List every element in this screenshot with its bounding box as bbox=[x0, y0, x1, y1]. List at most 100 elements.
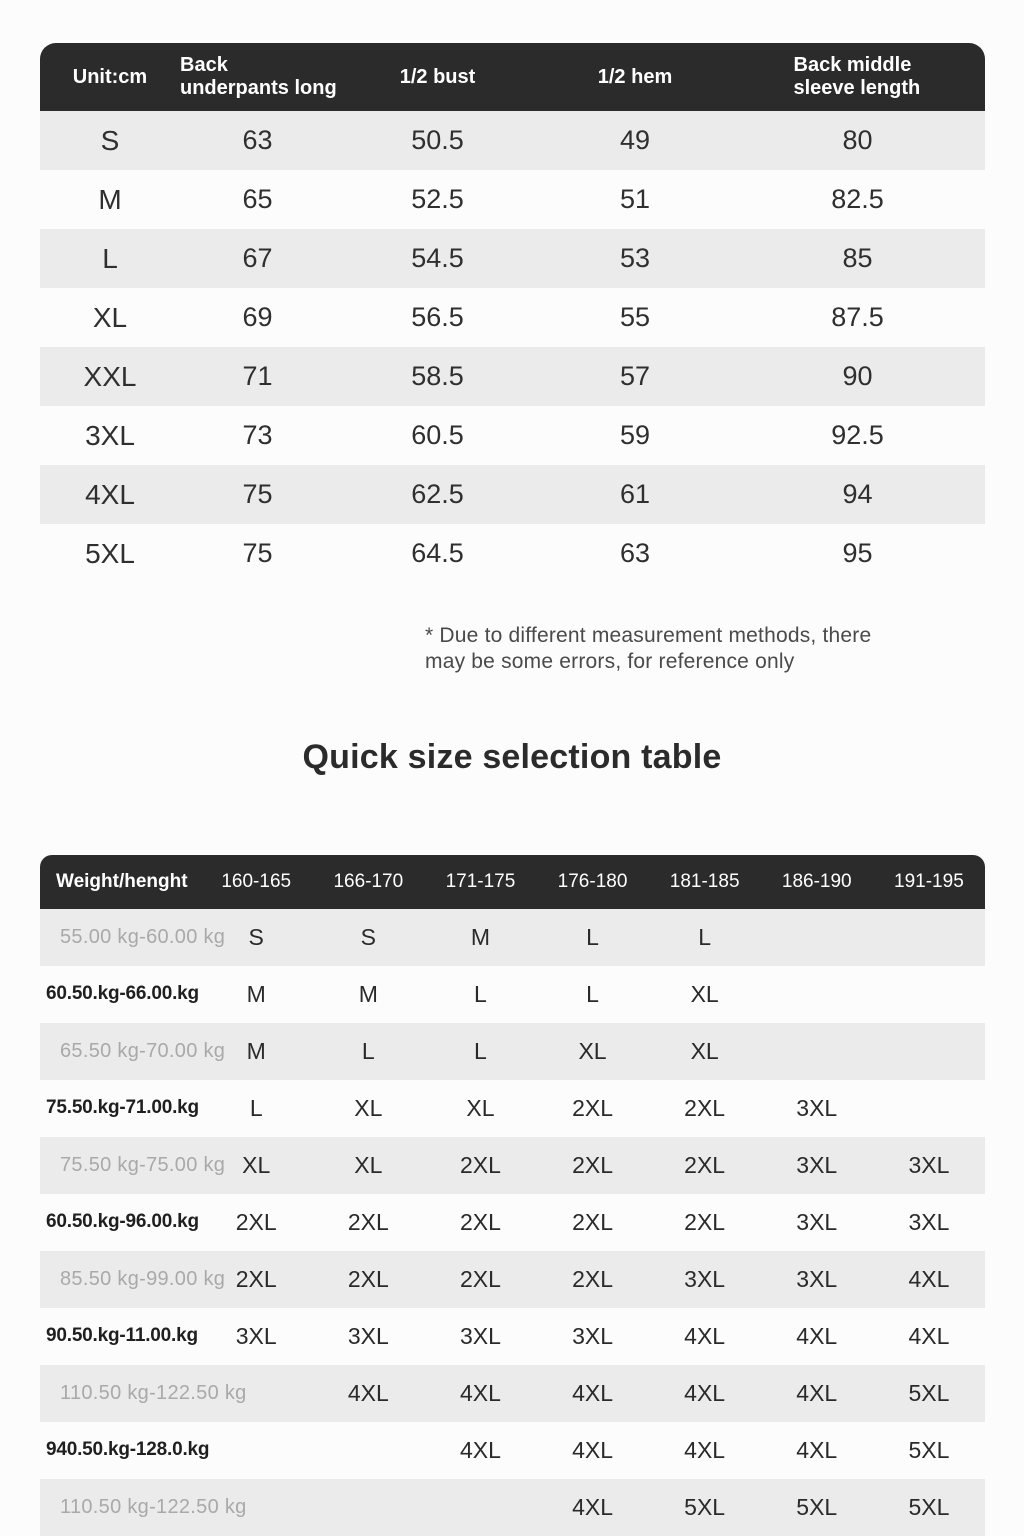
size-value-cell: 4XL bbox=[684, 1436, 726, 1463]
size-value-cell: 3XL bbox=[760, 1136, 873, 1194]
value-cell: 61 bbox=[540, 465, 730, 524]
header-height-range: 181-185 bbox=[648, 854, 761, 909]
value-cell: 65 bbox=[242, 184, 273, 214]
size-value-cell: 5XL bbox=[872, 1478, 985, 1536]
size-value-cell: 4XL bbox=[536, 1364, 649, 1422]
size-label-cell: M bbox=[98, 183, 122, 215]
table-row: S 63 50.5 49 80 bbox=[40, 111, 985, 170]
quick-size-table: Weight/henght 160-165 166-170 171-175 17… bbox=[40, 854, 985, 1536]
value-cell: 71 bbox=[180, 347, 335, 406]
size-value-cell bbox=[760, 908, 873, 966]
value-cell: 56.5 bbox=[411, 302, 464, 332]
header-label: Unit:cm bbox=[72, 65, 148, 88]
size-value-cell: M bbox=[424, 908, 537, 966]
table-row: XXL 71 58.5 57 90 bbox=[40, 347, 985, 406]
size-value-cell: 4XL bbox=[796, 1322, 838, 1349]
value-cell: 67 bbox=[180, 229, 335, 288]
size-value-cell: 4XL bbox=[424, 1364, 537, 1422]
table-row: L 67 54.5 53 85 bbox=[40, 229, 985, 288]
table-row: 940.50.kg-128.0.kg 4XL 4XL 4XL 4XL 5XL bbox=[40, 1422, 985, 1479]
value-cell: 59 bbox=[619, 420, 651, 450]
header-row: Weight/henght 160-165 166-170 171-175 17… bbox=[40, 854, 985, 909]
measurement-table: Unit:cm Back underpants long 1/2 bust 1/… bbox=[40, 43, 985, 583]
value-cell: 57 bbox=[540, 347, 730, 406]
header-back-middle-sleeve-length: Back middle sleeve length bbox=[730, 43, 985, 111]
size-value-cell bbox=[873, 1080, 985, 1137]
size-value-cell: XL bbox=[466, 1094, 495, 1121]
table-row: 4XL 75 62.5 61 94 bbox=[40, 465, 985, 524]
value-cell: 85 bbox=[730, 229, 985, 288]
size-value-cell: XL bbox=[354, 1094, 383, 1121]
size-value-cell: 3XL bbox=[760, 1250, 873, 1308]
size-value-cell: S bbox=[200, 908, 313, 966]
size-value-cell: 2XL bbox=[424, 1136, 537, 1194]
weight-range-cell: 75.50 kg-75.00 kg bbox=[40, 1136, 225, 1194]
value-cell: 82.5 bbox=[831, 184, 884, 214]
size-label-cell: S bbox=[40, 111, 180, 170]
table-row: 110.50 kg-122.50 kg 4XL 4XL 4XL 4XL 4XL … bbox=[40, 1364, 985, 1422]
size-value-cell bbox=[200, 1364, 313, 1422]
size-value-cell bbox=[200, 1422, 312, 1479]
size-value-cell: L bbox=[249, 1094, 263, 1121]
size-label-cell: 3XL bbox=[85, 419, 135, 451]
size-label-cell: 4XL bbox=[40, 465, 180, 524]
size-value-cell bbox=[312, 1422, 424, 1479]
header-height-range: 171-175 bbox=[424, 854, 537, 909]
value-cell: 69 bbox=[242, 302, 273, 332]
size-value-cell: L bbox=[474, 980, 487, 1007]
size-value-cell: 2XL bbox=[347, 1208, 389, 1235]
size-value-cell bbox=[312, 1478, 425, 1536]
weight-range-cell: 55.00 kg-60.00 kg bbox=[40, 908, 225, 966]
header-weight-height: Weight/henght bbox=[40, 854, 201, 909]
table-row: M 65 52.5 51 82.5 bbox=[40, 170, 985, 229]
size-value-cell bbox=[872, 1022, 985, 1080]
value-cell: 90 bbox=[730, 347, 985, 406]
size-value-cell: 5XL bbox=[908, 1436, 950, 1463]
size-value-cell: M bbox=[246, 980, 266, 1007]
header-height-range: 160-165 bbox=[200, 854, 313, 909]
table-row: XL 69 56.5 55 87.5 bbox=[40, 288, 985, 347]
size-value-cell: L bbox=[424, 1022, 537, 1080]
size-label-cell: XL bbox=[92, 301, 128, 333]
value-cell: 60.5 bbox=[411, 420, 464, 450]
value-cell: 64.5 bbox=[411, 538, 464, 568]
size-value-cell: 2XL bbox=[200, 1250, 313, 1308]
size-value-cell bbox=[872, 908, 985, 966]
size-value-cell: 4XL bbox=[536, 1478, 649, 1536]
table-row: 60.50.kg-96.00.kg 2XL 2XL 2XL 2XL 2XL 3X… bbox=[40, 1194, 985, 1251]
size-value-cell: 4XL bbox=[760, 1364, 873, 1422]
value-cell: 75 bbox=[242, 538, 273, 568]
quick-size-table-header: Weight/henght 160-165 166-170 171-175 17… bbox=[40, 854, 985, 909]
size-value-cell: L bbox=[586, 980, 599, 1007]
weight-range-cell: 940.50.kg-128.0.kg bbox=[46, 1439, 210, 1460]
table-row: 5XL 75 64.5 63 95 bbox=[40, 524, 985, 583]
value-cell: 49 bbox=[540, 111, 730, 170]
size-value-cell bbox=[200, 1478, 313, 1536]
table-row: 75.50 kg-75.00 kg XL XL 2XL 2XL 2XL 3XL … bbox=[40, 1136, 985, 1194]
size-value-cell: 2XL bbox=[235, 1208, 277, 1235]
header-label: Back underpants long bbox=[180, 54, 337, 99]
size-value-cell: XL bbox=[690, 980, 719, 1007]
measurement-disclaimer-note: * Due to different measurement methods, … bbox=[425, 624, 872, 674]
header-label: 1/2 hem bbox=[597, 65, 673, 88]
size-value-cell: L bbox=[536, 908, 649, 966]
value-cell: 50.5 bbox=[335, 111, 540, 170]
size-value-cell: 3XL bbox=[347, 1322, 389, 1349]
size-value-cell: 4XL bbox=[312, 1364, 425, 1422]
value-cell: 75 bbox=[180, 465, 335, 524]
weight-range-cell: 65.50 kg-70.00 kg bbox=[40, 1022, 225, 1080]
header-height-range: 176-180 bbox=[536, 854, 649, 909]
size-label-cell: L bbox=[40, 229, 180, 288]
weight-range-cell: 60.50.kg-66.00.kg bbox=[46, 983, 199, 1004]
value-cell: 52.5 bbox=[411, 184, 464, 214]
size-value-cell: 2XL bbox=[648, 1136, 761, 1194]
value-cell: 80 bbox=[730, 111, 985, 170]
size-chart-page: Unit:cm Back underpants long 1/2 bust 1/… bbox=[0, 43, 1024, 1536]
size-value-cell: XL bbox=[536, 1022, 649, 1080]
size-value-cell: 2XL bbox=[536, 1250, 649, 1308]
size-value-cell: 2XL bbox=[312, 1250, 425, 1308]
header-back-underpants-long: Back underpants long bbox=[180, 43, 337, 111]
size-value-cell: L bbox=[648, 908, 761, 966]
header-label: 1/2 bust bbox=[399, 65, 476, 88]
size-value-cell: M bbox=[358, 980, 378, 1007]
